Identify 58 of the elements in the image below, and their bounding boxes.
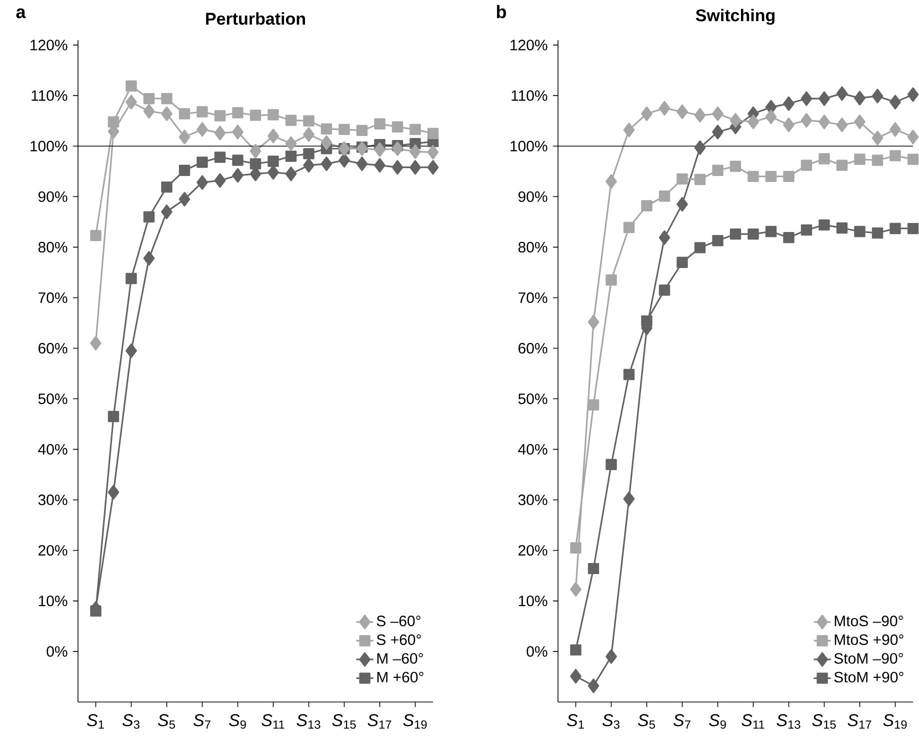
y-tick-label: 120% bbox=[30, 40, 68, 50]
x-tick-label: S$_{17}$ bbox=[368, 714, 392, 729]
x-tick-label: S$_{15}$ bbox=[812, 714, 836, 729]
x-tick-label: S$_{7}$ bbox=[194, 714, 210, 729]
x-tick-label: S$_{19}$ bbox=[403, 714, 427, 729]
x-tick-label: S$_{3}$ bbox=[122, 714, 140, 729]
x-tick-label: S$_{13}$ bbox=[776, 714, 800, 729]
y-tick-label: 90% bbox=[38, 191, 68, 202]
x-tick-label: S$_{9}$ bbox=[709, 714, 726, 729]
y-tick-label: 10% bbox=[38, 596, 68, 606]
x-tick-label: S$_{17}$ bbox=[848, 714, 872, 729]
y-tick-label: 20% bbox=[38, 545, 68, 556]
y-tick-label: 60% bbox=[38, 342, 68, 354]
legend-label: M –60° bbox=[377, 653, 423, 664]
y-tick-label: 70% bbox=[38, 292, 68, 304]
legend-label: MtoS –90° bbox=[834, 616, 903, 626]
legend-label: S –60° bbox=[376, 616, 420, 626]
x-tick-label: S$_{3}$ bbox=[602, 714, 620, 729]
chart-title: Switching bbox=[696, 8, 775, 25]
x-tick-label: S$_{11}$ bbox=[262, 714, 284, 729]
x-tick-label: S$_{5}$ bbox=[638, 714, 655, 729]
x-tick-label: S$_{1}$ bbox=[87, 714, 104, 729]
x-tick-label: S$_{11}$ bbox=[742, 714, 764, 729]
x-tick-label: S$_{15}$ bbox=[332, 714, 356, 729]
y-tick-label: 20% bbox=[518, 545, 548, 556]
y-tick-label: 100% bbox=[30, 140, 68, 152]
y-tick-label: 90% bbox=[518, 191, 548, 202]
y-tick-label: 10% bbox=[518, 596, 548, 606]
y-tick-label: 80% bbox=[38, 242, 68, 252]
x-tick-label: S$_{7}$ bbox=[674, 714, 690, 729]
y-tick-label: 60% bbox=[518, 342, 548, 354]
legend-label: M +60° bbox=[377, 672, 424, 682]
legend-label: MtoS +90° bbox=[834, 634, 904, 645]
y-tick-label: 50% bbox=[38, 393, 68, 404]
y-tick-label: 110% bbox=[32, 90, 68, 101]
y-tick-label: 110% bbox=[512, 90, 548, 101]
y-tick-label: 0% bbox=[526, 646, 548, 657]
legend-label: S +60° bbox=[376, 634, 421, 645]
y-tick-label: 70% bbox=[518, 292, 548, 304]
y-tick-label: 120% bbox=[510, 40, 548, 50]
y-tick-label: 30% bbox=[518, 494, 548, 506]
chart-title: Perturbation bbox=[206, 12, 305, 25]
legend-label: StoM –90° bbox=[834, 653, 903, 664]
y-tick-label: 40% bbox=[38, 444, 68, 455]
legend-label: StoM +90° bbox=[834, 672, 904, 682]
x-tick-label: S$_{5}$ bbox=[158, 714, 175, 729]
y-tick-label: 50% bbox=[518, 393, 548, 404]
text: a bbox=[16, 8, 26, 18]
x-tick-label: S$_{13}$ bbox=[296, 714, 320, 729]
text: b bbox=[496, 5, 506, 18]
y-tick-label: 80% bbox=[518, 242, 548, 252]
x-tick-label: S$_{1}$ bbox=[567, 714, 584, 729]
y-tick-label: 30% bbox=[38, 494, 68, 506]
y-tick-label: 100% bbox=[510, 140, 548, 152]
y-tick-label: 0% bbox=[46, 646, 68, 657]
x-tick-label: S$_{19}$ bbox=[883, 714, 907, 729]
x-tick-label: S$_{9}$ bbox=[229, 714, 246, 729]
y-tick-label: 40% bbox=[518, 444, 548, 455]
